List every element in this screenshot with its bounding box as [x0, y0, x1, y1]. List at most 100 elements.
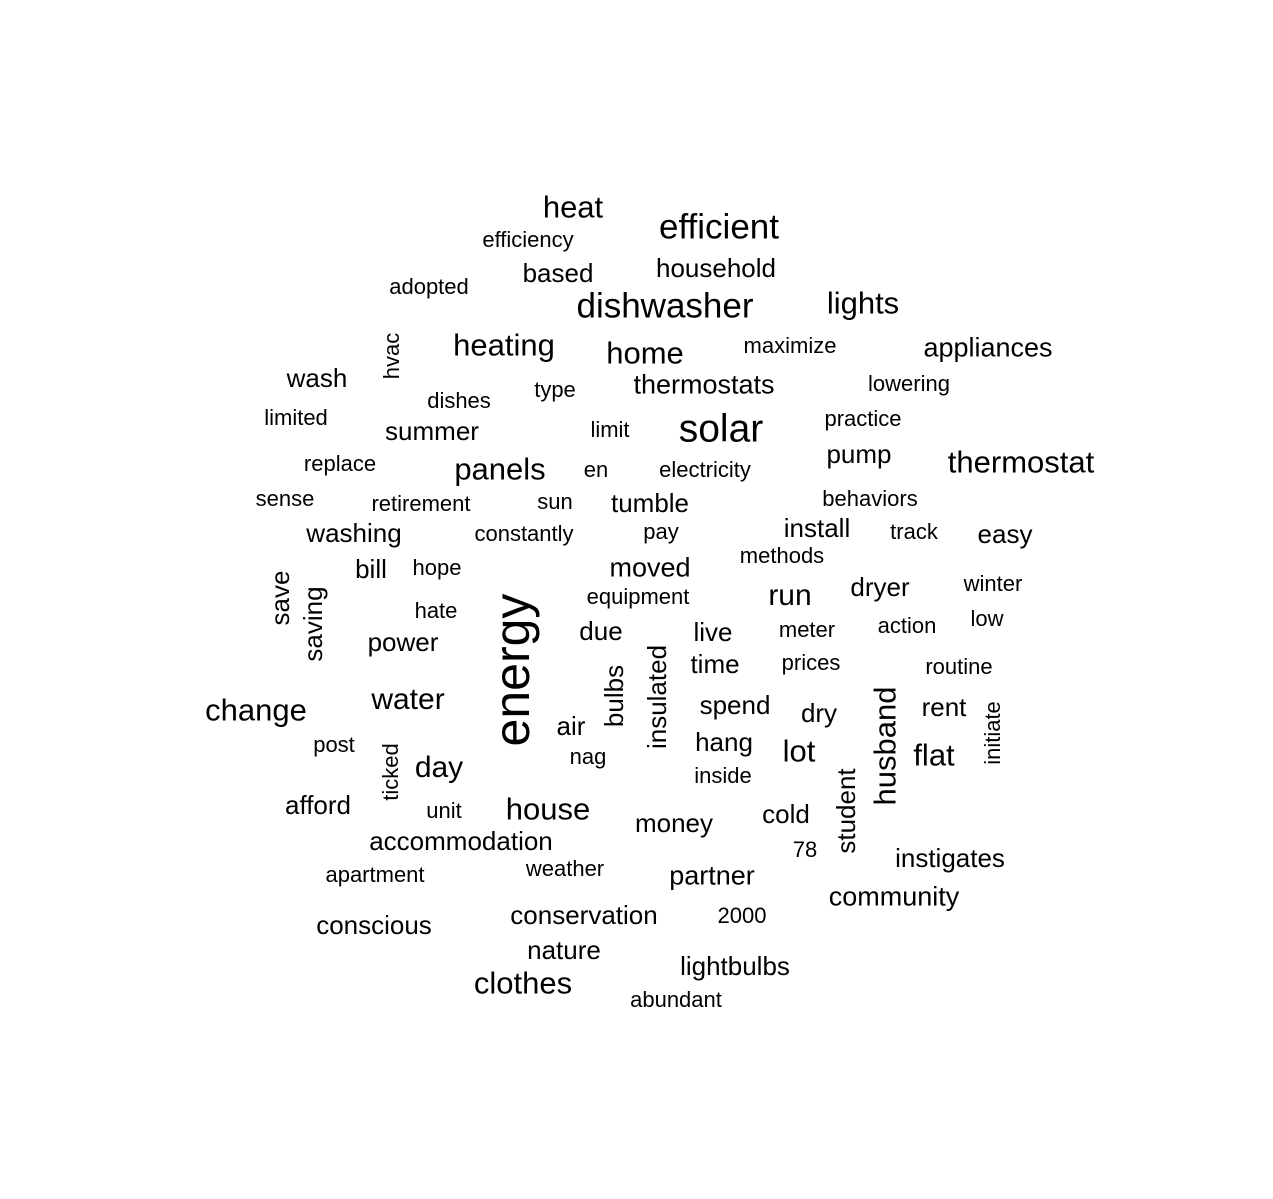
- word-washing: washing: [306, 520, 401, 546]
- word-hate: hate: [415, 600, 458, 622]
- word-lot: lot: [783, 736, 816, 767]
- word-thermostat: thermostat: [948, 447, 1094, 478]
- word-based: based: [523, 260, 594, 286]
- word-electricity: electricity: [659, 459, 751, 481]
- word-tumble: tumble: [611, 490, 689, 516]
- word-clothes: clothes: [474, 968, 572, 999]
- word-methods: methods: [740, 545, 824, 567]
- word-install: install: [784, 515, 850, 541]
- word-weather: weather: [526, 858, 604, 880]
- word-money: money: [635, 810, 713, 836]
- word-change: change: [205, 695, 307, 726]
- word-wash: wash: [287, 365, 348, 391]
- word-accommodation: accommodation: [369, 828, 553, 854]
- word-home: home: [606, 338, 684, 369]
- word-water: water: [371, 685, 444, 715]
- word-save: save: [267, 571, 293, 626]
- word-dishes: dishes: [427, 390, 491, 412]
- word-student: student: [833, 768, 859, 853]
- word-replace: replace: [304, 453, 376, 475]
- word-power: power: [368, 629, 439, 655]
- word-constantly: constantly: [474, 523, 573, 545]
- word-abundant: abundant: [630, 989, 722, 1011]
- word-dry: dry: [801, 700, 837, 726]
- word-hope: hope: [413, 557, 462, 579]
- word-bulbs: bulbs: [601, 665, 627, 727]
- word-conscious: conscious: [316, 912, 432, 938]
- word-insulated: insulated: [644, 645, 670, 749]
- word-easy: easy: [978, 521, 1033, 547]
- word-action: action: [878, 615, 937, 637]
- word-house: house: [506, 794, 590, 825]
- word-partner: partner: [669, 863, 755, 890]
- word-pay: pay: [643, 521, 678, 543]
- word-afford: afford: [285, 792, 351, 818]
- word-hang: hang: [695, 729, 753, 755]
- word-appliances: appliances: [923, 335, 1052, 362]
- word-practice: practice: [824, 408, 901, 430]
- word-air: air: [557, 713, 586, 739]
- word-pump: pump: [826, 441, 891, 467]
- word-community: community: [829, 884, 960, 911]
- word-moved: moved: [609, 555, 690, 582]
- word-ticked: ticked: [380, 743, 402, 800]
- word-track: track: [890, 521, 938, 543]
- word-prices: prices: [782, 652, 841, 674]
- word-en: en: [584, 459, 608, 481]
- word-apartment: apartment: [325, 864, 424, 886]
- word-winter: winter: [964, 573, 1023, 595]
- word-time: time: [690, 651, 739, 677]
- word-due: due: [579, 618, 622, 644]
- word-dryer: dryer: [850, 574, 909, 600]
- word-maximize: maximize: [744, 335, 837, 357]
- word-dishwasher: dishwasher: [576, 289, 753, 324]
- word-meter: meter: [779, 619, 835, 641]
- word-sun: sun: [537, 491, 572, 513]
- word-routine: routine: [925, 656, 992, 678]
- word-summer: summer: [385, 418, 479, 444]
- word-post: post: [313, 734, 355, 756]
- word-instigates: instigates: [895, 845, 1005, 871]
- word-heating: heating: [453, 330, 555, 361]
- word-panels: panels: [454, 454, 545, 485]
- word-lightbulbs: lightbulbs: [680, 953, 790, 979]
- word-household: household: [656, 255, 776, 281]
- word-type: type: [534, 379, 576, 401]
- word-flat: flat: [913, 740, 954, 771]
- word-day: day: [415, 753, 463, 783]
- word-low: low: [970, 608, 1003, 630]
- word-run: run: [768, 581, 811, 611]
- word-initiate: initiate: [982, 701, 1004, 765]
- word-efficiency: efficiency: [482, 229, 573, 251]
- word-live: live: [693, 619, 732, 645]
- word-saving: saving: [300, 586, 326, 661]
- word-lowering: lowering: [868, 373, 950, 395]
- word-nature: nature: [527, 937, 601, 963]
- word-thermostats: thermostats: [633, 372, 774, 399]
- word-behaviors: behaviors: [822, 488, 917, 510]
- word-lights: lights: [827, 288, 899, 319]
- word-limited: limited: [264, 407, 328, 429]
- word-solar: solar: [679, 410, 764, 449]
- word-heat: heat: [543, 192, 603, 223]
- word-hvac: hvac: [381, 333, 403, 379]
- word-2000: 2000: [718, 905, 767, 927]
- word-husband: husband: [870, 687, 901, 806]
- word-78: 78: [793, 839, 817, 861]
- word-limit: limit: [590, 419, 629, 441]
- word-sense: sense: [256, 488, 315, 510]
- word-spend: spend: [700, 692, 771, 718]
- word-conservation: conservation: [510, 902, 657, 928]
- word-nag: nag: [570, 746, 607, 768]
- word-inside: inside: [694, 765, 751, 787]
- word-retirement: retirement: [371, 493, 470, 515]
- word-adopted: adopted: [389, 276, 469, 298]
- word-energy: energy: [487, 594, 537, 747]
- word-equipment: equipment: [587, 586, 690, 608]
- word-unit: unit: [426, 800, 461, 822]
- word-rent: rent: [922, 694, 967, 720]
- word-cold: cold: [762, 801, 810, 827]
- word-bill: bill: [355, 556, 387, 582]
- word-efficient: efficient: [659, 210, 779, 245]
